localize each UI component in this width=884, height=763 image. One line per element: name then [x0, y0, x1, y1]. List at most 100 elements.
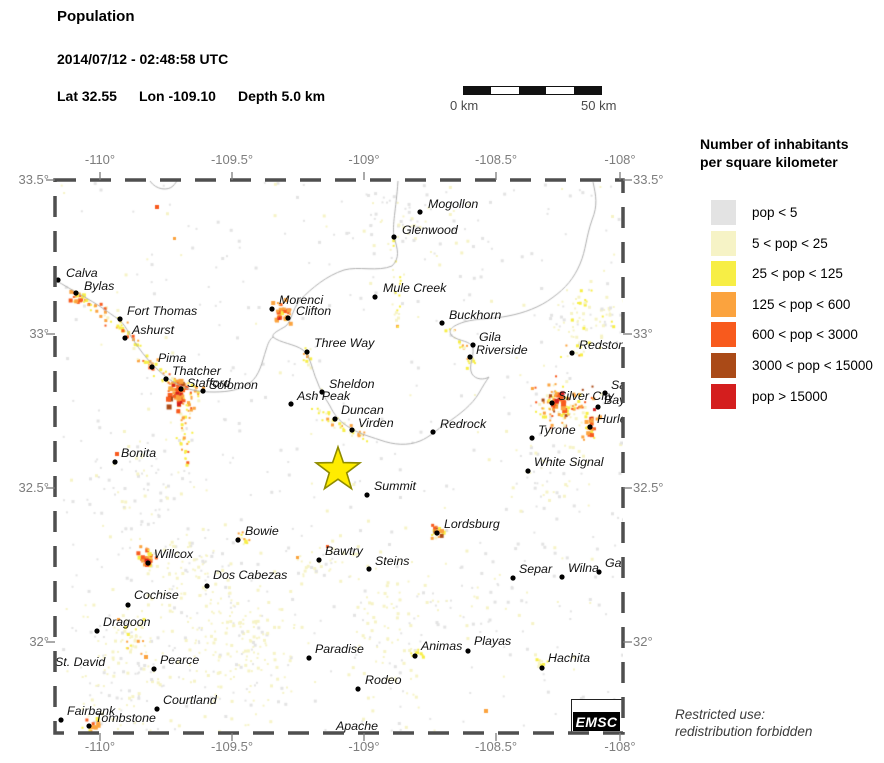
- legend-swatch: [711, 200, 736, 225]
- town-label: Courtland: [163, 693, 218, 707]
- scale-bar-max-label: 50 km: [581, 98, 617, 113]
- axis-label: -108°: [604, 739, 636, 754]
- legend-item: pop < 5: [711, 200, 797, 225]
- legend-swatch: [711, 353, 736, 378]
- axis-label: 32.5°: [18, 480, 49, 495]
- emsc-logo-text: EMSC: [575, 713, 618, 730]
- legend-item: 5 < pop < 25: [711, 230, 828, 256]
- axis-label: -109°: [348, 152, 380, 167]
- axis-label: 33°: [29, 326, 49, 341]
- legend-swatch: [711, 383, 736, 409]
- town-label: Bowie: [245, 524, 279, 538]
- town-label: Calva: [66, 266, 98, 280]
- town-dot: [465, 648, 471, 654]
- legend-label: pop > 15000: [752, 388, 828, 404]
- town-label: Bonita: [121, 446, 156, 460]
- legend-swatch: [711, 322, 736, 348]
- town-label: Bawtry: [325, 544, 364, 558]
- town-dot: [430, 429, 436, 435]
- axis-label: -110°: [84, 739, 116, 754]
- town-label: Redrock: [440, 417, 487, 431]
- town-label: Wilna: [568, 561, 599, 575]
- town-label: Dragoon: [103, 615, 151, 629]
- town-label: Cochise: [134, 588, 179, 602]
- town-dot: [285, 315, 291, 321]
- town-label: Mule Creek: [383, 281, 447, 295]
- town-label: Steins: [375, 554, 409, 568]
- town-dot: [349, 427, 355, 433]
- town-dot: [529, 435, 535, 441]
- event-lon: Lon -109.10: [138, 88, 216, 104]
- scale-bar-segment: [546, 87, 574, 94]
- town-label: Lordsburg: [444, 517, 500, 531]
- legend-label: 5 < pop < 25: [752, 235, 828, 251]
- town-dot: [332, 416, 338, 422]
- town-label: Rodeo: [365, 673, 402, 687]
- legend-label: 3000 < pop < 15000: [752, 358, 873, 373]
- legend-item: 25 < pop < 125: [711, 261, 843, 287]
- town-dot: [355, 686, 361, 692]
- town-dot: [417, 209, 423, 215]
- town-label: Summit: [374, 479, 417, 493]
- legend-title-line1: Number of inhabitants: [700, 136, 849, 152]
- town-dot: [549, 400, 555, 406]
- town-label: Fort Thomas: [127, 304, 197, 318]
- axis-label: -110°: [84, 152, 116, 167]
- event-lat: Lat 32.55: [57, 88, 117, 104]
- town-label: Tyrone: [538, 423, 576, 437]
- town-dot: [587, 424, 593, 430]
- town-label: Paradise: [315, 642, 364, 656]
- town-label: Separ: [519, 562, 553, 576]
- axis-label: -109.5°: [210, 739, 254, 754]
- town-dot: [364, 492, 370, 498]
- town-dot: [112, 459, 118, 465]
- town-dot: [539, 665, 545, 671]
- scale-bar-segment: [464, 87, 492, 94]
- town-dot: [269, 306, 275, 312]
- scale-bar-segment: [573, 87, 602, 94]
- town-label: Hachita: [548, 651, 590, 665]
- town-label: Virden: [358, 416, 394, 430]
- town-dot: [149, 364, 155, 370]
- town-label: St. David: [55, 655, 106, 669]
- axis-label: 32.5°: [633, 480, 664, 495]
- town-dot: [372, 294, 378, 300]
- town-label: Dos Cabezas: [213, 568, 287, 582]
- legend-item: 125 < pop < 600: [711, 291, 850, 317]
- town-label: Hurley: [597, 412, 623, 426]
- legend-swatch: [711, 291, 736, 317]
- town-dot: [200, 388, 206, 394]
- scale-bar-segment: [518, 87, 547, 94]
- scale-bar-segment: [491, 87, 519, 94]
- town-dot: [163, 376, 169, 382]
- scale-bar: [463, 86, 602, 95]
- town-dot: [73, 290, 79, 296]
- town-dot: [58, 717, 64, 723]
- legend-label: 25 < pop < 125: [752, 266, 843, 282]
- axis-label: -109°: [348, 739, 380, 754]
- axis-label: -109.5°: [210, 152, 254, 167]
- town-dot: [525, 468, 531, 474]
- town-dot: [366, 566, 372, 572]
- town-dot: [596, 569, 602, 575]
- event-datetime: 2014/07/12 - 02:48:58 UTC: [57, 51, 229, 67]
- restricted-use-line2: redistribution forbidden: [675, 724, 813, 739]
- emsc-logo-bar: EMSC: [573, 712, 620, 731]
- town-dot: [439, 320, 445, 326]
- town-dot: [125, 602, 131, 608]
- town-label: Willcox: [154, 547, 194, 561]
- emsc-logo: EMSC: [571, 699, 623, 733]
- legend-item: 3000 < pop < 15000: [711, 353, 873, 378]
- event-depth: Depth 5.0 km: [237, 88, 326, 104]
- town-label: White Signal: [534, 455, 605, 469]
- legend-item: 600 < pop < 3000: [711, 322, 858, 348]
- town-dot: [595, 404, 601, 410]
- town-dot: [467, 354, 473, 360]
- legend-swatch: [711, 230, 736, 256]
- town-dot: [94, 628, 100, 634]
- town-label: Glenwood: [402, 223, 459, 237]
- town-label: Tombstone: [95, 711, 156, 725]
- town-label: Ashurst: [131, 323, 175, 337]
- town-label: Ash Peak: [296, 389, 351, 403]
